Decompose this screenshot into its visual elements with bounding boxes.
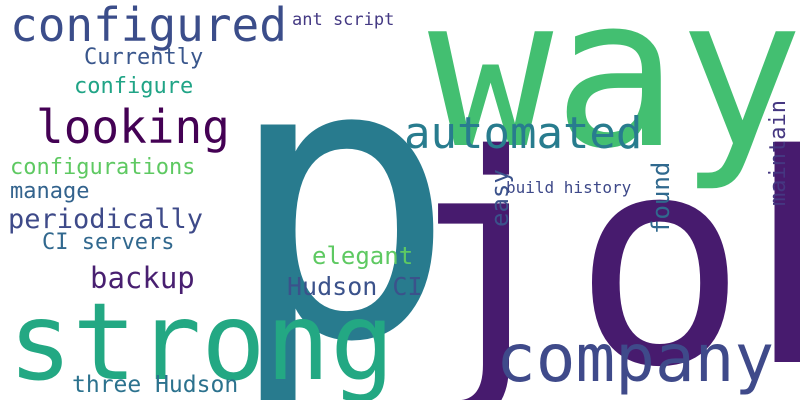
word-way: way [428,0,800,195]
word-ant-script: ant script [292,10,395,30]
word-job: job [398,94,800,400]
word-elegant: elegant [312,242,414,270]
word-periodically: periodically [8,204,204,235]
word-found: found [647,161,675,234]
word-hudson-ci: Hudson CI [287,272,423,301]
word-configured: configured [10,0,287,52]
word-manage: manage [10,179,90,204]
word-build-history: build history [506,178,632,197]
word-configurations: configurations [10,155,196,180]
word-currently: Currently [84,45,204,70]
word-p: p [225,0,457,400]
word-strong: strong [8,281,395,400]
word-backup: backup [90,261,195,295]
word-automated: automated [404,108,643,159]
word-company: company [496,320,775,397]
word-ci-servers: CI servers [42,230,175,255]
word-three-hudson: three Hudson [72,372,239,398]
word-looking: looking [36,100,230,154]
word-maintain: maintain [766,100,791,206]
word-configure: configure [74,74,194,99]
word-easy: easy [486,169,514,227]
